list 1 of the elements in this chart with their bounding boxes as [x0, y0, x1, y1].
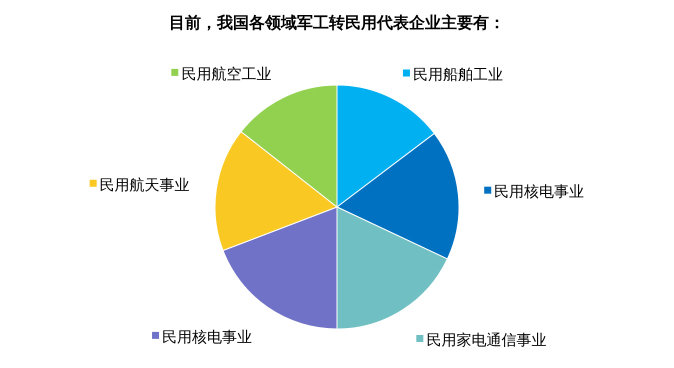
chart-title: 目前，我国各领域军工转民用代表企业主要有：: [169, 13, 505, 32]
